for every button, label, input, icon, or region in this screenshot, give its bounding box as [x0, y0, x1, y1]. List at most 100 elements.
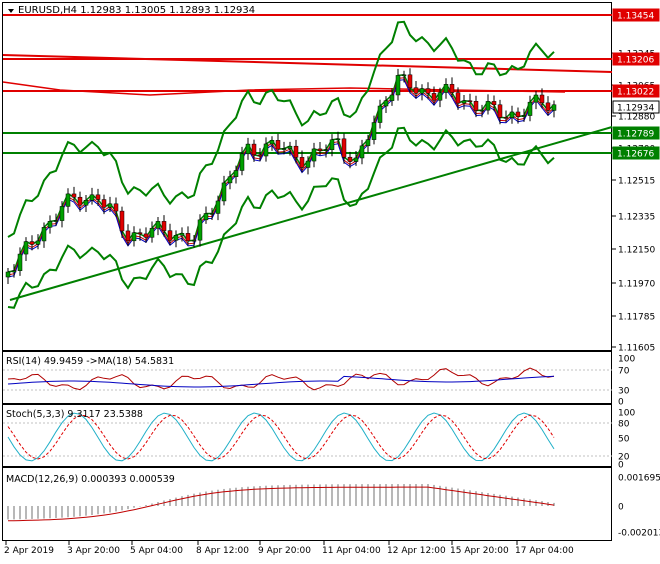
price-tick-label: 1.11970 — [618, 280, 655, 290]
rsi-tick-label: 100 — [618, 355, 635, 365]
candle-body — [24, 242, 28, 254]
candle-body — [36, 241, 40, 244]
candle-body — [282, 149, 286, 150]
candle-body — [408, 75, 412, 88]
candle-body — [354, 158, 358, 162]
candle-body — [150, 228, 154, 237]
candle-body — [204, 213, 208, 219]
candle-body — [456, 93, 460, 104]
candle-body — [348, 157, 352, 161]
candle-body — [30, 242, 34, 245]
candle-body — [48, 221, 52, 227]
candle-body — [144, 234, 148, 237]
candle-body — [534, 95, 538, 102]
candle-body — [54, 221, 58, 222]
price-label-green: 1.12789 — [613, 127, 659, 140]
candle-body — [210, 213, 214, 214]
price-tick-label: 1.12515 — [618, 177, 655, 187]
candle-body — [234, 170, 238, 176]
candle-body — [390, 95, 394, 101]
candle-body — [450, 84, 454, 92]
candle-body — [90, 195, 94, 200]
price-tick-label: 1.12335 — [618, 213, 655, 223]
candle-body — [474, 101, 478, 110]
candle-body — [60, 206, 64, 220]
price-label-red: 1.13022 — [613, 85, 659, 98]
stochastic-tick-label: 80 — [618, 420, 630, 430]
candle-body — [72, 194, 76, 197]
candle-body — [264, 144, 268, 156]
rsi-tick-label: 0 — [618, 398, 624, 408]
candle-body — [18, 254, 22, 271]
candle-body — [156, 221, 160, 228]
candle-body — [540, 95, 544, 103]
macd-tick-label: -0.002013 — [618, 529, 660, 539]
candle-body — [252, 144, 256, 155]
price-label-red: 1.13206 — [613, 53, 659, 66]
rsi-tick-label: 70 — [618, 367, 630, 377]
stochastic-tick-label: 50 — [618, 435, 630, 445]
candle-body — [186, 233, 190, 241]
candle-body — [276, 140, 280, 149]
candle-body — [336, 139, 340, 140]
candle-body — [84, 200, 88, 205]
candle-body — [102, 200, 106, 208]
candle-body — [528, 102, 532, 115]
time-tick-label: 17 Apr 04:00 — [515, 546, 574, 556]
stochastic-title: Stoch(5,3,3) 9.3117 23.5388 — [6, 409, 143, 420]
candle-body — [306, 161, 310, 167]
symbol-title: EURUSD,H4 1.12983 1.13005 1.12893 1.1293… — [18, 5, 255, 16]
stochastic-tick-label: 0 — [618, 461, 624, 471]
candle-body — [510, 112, 514, 118]
candle-body — [330, 140, 334, 150]
candle-body — [444, 84, 448, 92]
candle-body — [228, 177, 232, 183]
candle-body — [162, 221, 166, 230]
candle-body — [318, 149, 322, 151]
macd-tick-label: 0 — [618, 503, 624, 513]
price-label-text: 1.12676 — [617, 150, 654, 160]
candle-body — [168, 231, 172, 241]
macd-title: MACD(12,26,9) 0.000393 0.000539 — [6, 474, 175, 485]
candle-body — [120, 211, 124, 231]
candle-body — [246, 144, 250, 154]
candle-body — [312, 149, 316, 161]
time-tick-label: 15 Apr 20:00 — [450, 546, 509, 556]
candle-body — [516, 112, 520, 117]
time-tick-label: 3 Apr 20:00 — [67, 546, 120, 556]
price-label-text: 1.12934 — [617, 104, 654, 114]
rsi-title: RSI(14) 49.9459 ->MA(18) 54.5831 — [6, 356, 174, 367]
candle-body — [288, 146, 292, 148]
price-tick-label: 1.12880 — [618, 113, 655, 123]
candle-body — [480, 110, 484, 111]
candle-body — [324, 150, 328, 151]
candle-body — [198, 220, 202, 240]
candle-body — [66, 194, 70, 206]
candle-body — [132, 233, 136, 241]
macd-tick-label: 0.001695 — [618, 474, 660, 484]
candle-body — [396, 75, 400, 95]
candle-body — [108, 204, 112, 207]
candle-body — [552, 105, 556, 111]
candle-body — [498, 105, 502, 118]
candle-body — [180, 233, 184, 235]
price-label-text: 1.13454 — [617, 12, 654, 22]
candle-body — [96, 195, 100, 200]
candle-body — [174, 235, 178, 240]
time-tick-label: 8 Apr 12:00 — [196, 546, 249, 556]
candle-body — [360, 146, 364, 158]
candle-body — [372, 123, 376, 140]
price-tick-label: 1.11605 — [618, 344, 655, 354]
candle-body — [222, 183, 226, 201]
candle-body — [426, 89, 430, 94]
candle-body — [366, 140, 370, 146]
candle-body — [546, 103, 550, 111]
candle-body — [216, 201, 220, 213]
price-label-text: 1.13206 — [617, 56, 654, 66]
time-tick-label: 12 Apr 12:00 — [387, 546, 446, 556]
candle-body — [492, 101, 496, 104]
candle-body — [462, 101, 466, 103]
candle-body — [342, 139, 346, 157]
candle-body — [384, 101, 388, 106]
